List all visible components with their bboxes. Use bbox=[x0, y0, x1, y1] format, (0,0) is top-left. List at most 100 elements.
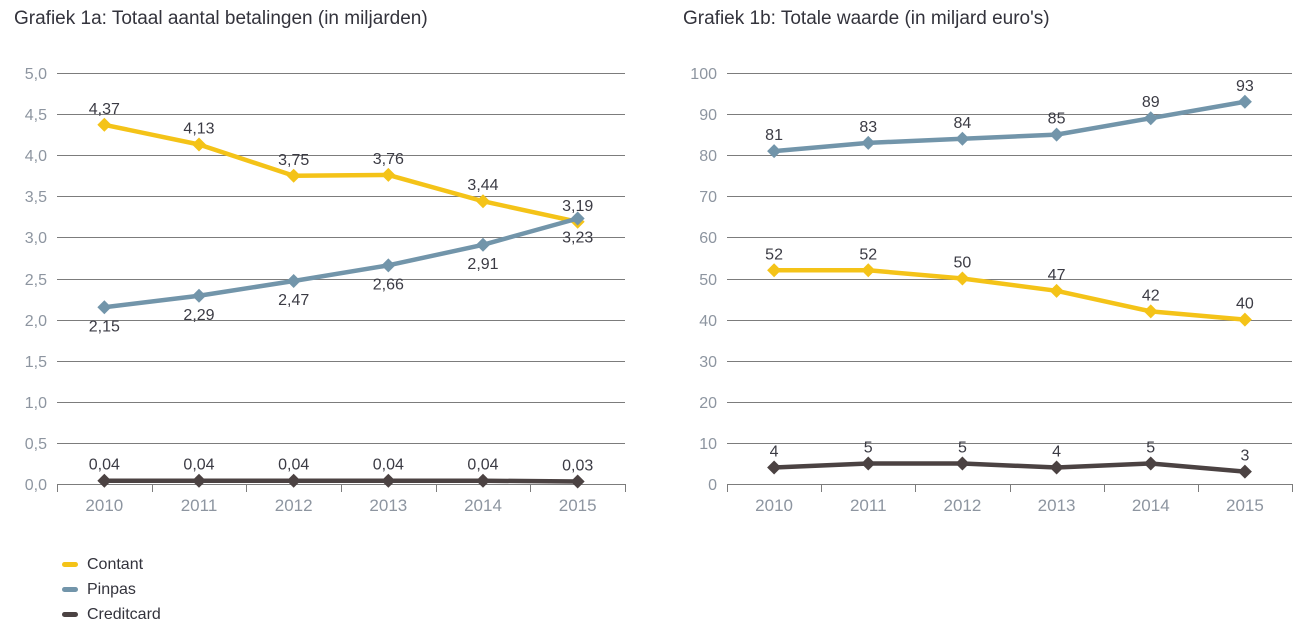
data-label-contant: 52 bbox=[765, 246, 783, 263]
legend-label: Creditcard bbox=[87, 605, 161, 623]
data-label-pinpas: 85 bbox=[1048, 111, 1066, 128]
x-axis-tick-label: 2014 bbox=[464, 496, 502, 515]
series-marker-contant bbox=[476, 194, 490, 209]
y-axis-tick-label: 5,0 bbox=[25, 66, 47, 83]
series-marker-contant bbox=[97, 117, 112, 132]
legend-swatch-icon bbox=[62, 587, 78, 592]
data-label-pinpas: 2,47 bbox=[278, 292, 309, 309]
data-label-contant: 4,37 bbox=[89, 101, 120, 118]
data-label-pinpas: 2,91 bbox=[467, 256, 498, 273]
legend-label: Pinpas bbox=[87, 580, 136, 598]
series-marker-contant bbox=[861, 263, 876, 278]
data-label-contant: 47 bbox=[1048, 267, 1066, 284]
series-line-creditcard bbox=[771, 461, 1248, 474]
legend-item-creditcard: Creditcard bbox=[62, 602, 161, 627]
y-axis-tick-label: 100 bbox=[690, 66, 717, 83]
legend-item-contant: Contant bbox=[62, 552, 161, 577]
series-marker-pinpas bbox=[861, 135, 876, 150]
data-label-pinpas: 2,15 bbox=[89, 318, 120, 335]
series-marker-creditcard bbox=[476, 473, 490, 488]
series-marker-pinpas bbox=[955, 131, 970, 146]
series-marker-creditcard bbox=[286, 473, 301, 488]
data-label-contant: 52 bbox=[859, 246, 877, 263]
y-axis-tick-label: 10 bbox=[699, 436, 717, 453]
y-axis-tick-label: 4,5 bbox=[25, 107, 47, 124]
data-label-pinpas: 81 bbox=[765, 127, 783, 144]
data-label-creditcard: 5 bbox=[1146, 439, 1155, 456]
series-marker-creditcard bbox=[381, 473, 396, 488]
series-marker-creditcard bbox=[955, 456, 970, 471]
series-marker-pinpas bbox=[286, 273, 301, 288]
series-marker-pinpas bbox=[1049, 127, 1064, 142]
data-label-creditcard: 0,04 bbox=[467, 457, 498, 474]
data-label-creditcard: 4 bbox=[1052, 444, 1061, 461]
series-line-pinpas bbox=[771, 99, 1248, 154]
chart-1b-title: Grafiek 1b: Totale waarde (in miljard eu… bbox=[683, 8, 1050, 29]
series-line-pinpas bbox=[102, 216, 580, 310]
data-label-pinpas: 93 bbox=[1236, 78, 1254, 95]
data-label-pinpas: 83 bbox=[859, 119, 877, 136]
series-marker-contant bbox=[767, 263, 782, 278]
y-axis-tick-label: 0,5 bbox=[25, 436, 47, 453]
y-axis-tick-label: 80 bbox=[699, 148, 717, 165]
data-label-pinpas: 3,23 bbox=[562, 229, 593, 246]
series-marker-creditcard bbox=[192, 473, 206, 488]
data-label-contant: 4,13 bbox=[183, 121, 214, 138]
y-axis-tick-label: 0 bbox=[708, 477, 717, 494]
series-marker-creditcard bbox=[767, 460, 782, 475]
data-label-contant: 3,19 bbox=[562, 198, 593, 215]
x-axis-tick-label: 2015 bbox=[1226, 496, 1264, 515]
y-axis-tick-label: 4,0 bbox=[25, 148, 47, 165]
legend-label: Contant bbox=[87, 555, 144, 573]
data-label-pinpas: 2,66 bbox=[373, 276, 404, 293]
data-label-contant: 3,75 bbox=[278, 152, 309, 169]
series-marker-pinpas bbox=[476, 237, 490, 252]
y-axis-tick-label: 3,5 bbox=[25, 189, 47, 206]
y-axis-tick-label: 20 bbox=[699, 395, 717, 412]
data-label-creditcard: 5 bbox=[864, 439, 873, 456]
x-axis-tick-label: 2015 bbox=[559, 496, 597, 515]
y-axis-tick-label: 30 bbox=[699, 354, 717, 371]
series-marker-creditcard bbox=[1143, 456, 1158, 471]
y-axis-tick-label: 1,5 bbox=[25, 354, 47, 371]
series-marker-pinpas bbox=[381, 258, 396, 273]
x-axis-tick-label: 2013 bbox=[1038, 496, 1076, 515]
series-marker-contant bbox=[381, 167, 396, 182]
series-marker-pinpas bbox=[192, 288, 206, 303]
x-axis-tick-label: 2012 bbox=[275, 496, 313, 515]
chart-1a-plot: 0,0 0,5 1,0 1,5 2,0 2,5 3,0 3,5 4,0 4,5 5,0 2010 201… bbox=[25, 66, 626, 515]
series-marker-creditcard bbox=[1237, 464, 1252, 479]
series-marker-contant bbox=[1143, 304, 1158, 319]
series-marker-creditcard bbox=[570, 474, 585, 489]
data-label-pinpas: 89 bbox=[1142, 94, 1160, 111]
series-line-contant bbox=[102, 122, 580, 225]
chart-1b: Grafiek 1b: Totale waarde (in miljard eu… bbox=[650, 0, 1304, 540]
y-axis-tick-label: 0,0 bbox=[25, 477, 47, 494]
legend-item-pinpas: Pinpas bbox=[62, 577, 161, 602]
data-label-contant: 50 bbox=[954, 255, 972, 272]
x-axis-tick-label: 2013 bbox=[369, 496, 407, 515]
y-axis-tick-label: 1,0 bbox=[25, 395, 47, 412]
y-axis-tick-label: 90 bbox=[699, 107, 717, 124]
x-axis-tick-label: 2012 bbox=[944, 496, 982, 515]
y-axis-tick-label: 40 bbox=[699, 313, 717, 330]
data-label-pinpas: 2,29 bbox=[183, 307, 214, 324]
series-marker-creditcard bbox=[861, 456, 876, 471]
chart-1a: Grafiek 1a: Totaal aantal betalingen (in… bbox=[0, 0, 650, 540]
data-label-contant: 3,44 bbox=[467, 177, 498, 194]
series-line-contant bbox=[771, 268, 1248, 322]
chart-1a-title: Grafiek 1a: Totaal aantal betalingen (in… bbox=[14, 8, 428, 29]
data-label-creditcard: 0,04 bbox=[89, 457, 120, 474]
series-marker-contant bbox=[1049, 283, 1064, 298]
x-axis-tick-label: 2010 bbox=[755, 496, 793, 515]
series-marker-pinpas bbox=[570, 211, 585, 226]
y-axis-tick-label: 2,0 bbox=[25, 313, 47, 330]
legend-swatch-icon bbox=[62, 612, 78, 617]
series-marker-pinpas bbox=[767, 144, 782, 159]
data-label-contant: 3,76 bbox=[373, 151, 404, 168]
data-label-contant: 40 bbox=[1236, 296, 1254, 313]
series-marker-contant bbox=[1237, 312, 1252, 327]
series-marker-creditcard bbox=[1049, 460, 1064, 475]
series-marker-pinpas bbox=[97, 300, 112, 315]
